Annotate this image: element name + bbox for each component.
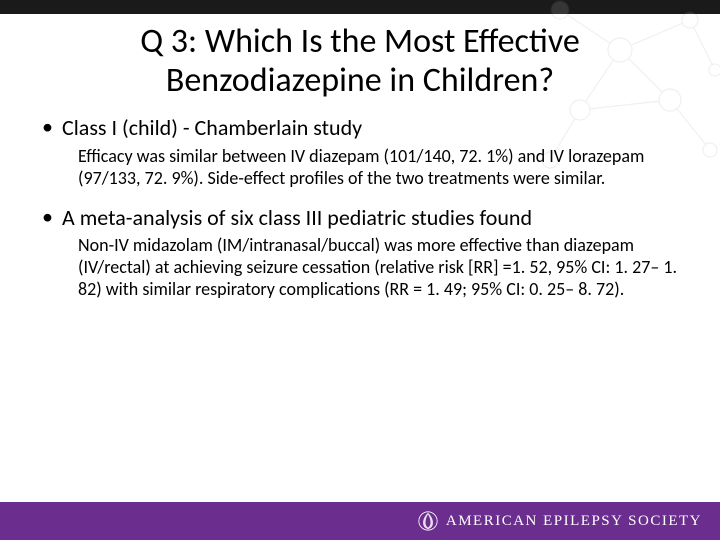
bullet-list: Class I (child) - Chamberlain study Effi…	[36, 114, 684, 301]
bullet-body: Efficacy was similar between IV diazepam…	[62, 146, 684, 190]
bullet-body: Non-IV midazolam (IM/intranasal/buccal) …	[62, 235, 684, 301]
footer-logo: AMERICAN EPILEPSY SOCIETY	[418, 511, 702, 531]
footer-org-name: AMERICAN EPILEPSY SOCIETY	[446, 513, 702, 530]
bullet-item: A meta-analysis of six class III pediatr…	[36, 204, 684, 301]
bullet-heading: A meta-analysis of six class III pediatr…	[62, 204, 684, 232]
footer-bar: AMERICAN EPILEPSY SOCIETY	[0, 502, 720, 540]
slide-title: Q 3: Which Is the Most Effective Benzodi…	[36, 22, 684, 100]
aes-logo-icon	[418, 511, 438, 531]
bullet-item: Class I (child) - Chamberlain study Effi…	[36, 114, 684, 189]
bullet-heading: Class I (child) - Chamberlain study	[62, 114, 684, 142]
slide-content: Q 3: Which Is the Most Effective Benzodi…	[0, 14, 720, 301]
top-accent-bar	[0, 0, 720, 14]
